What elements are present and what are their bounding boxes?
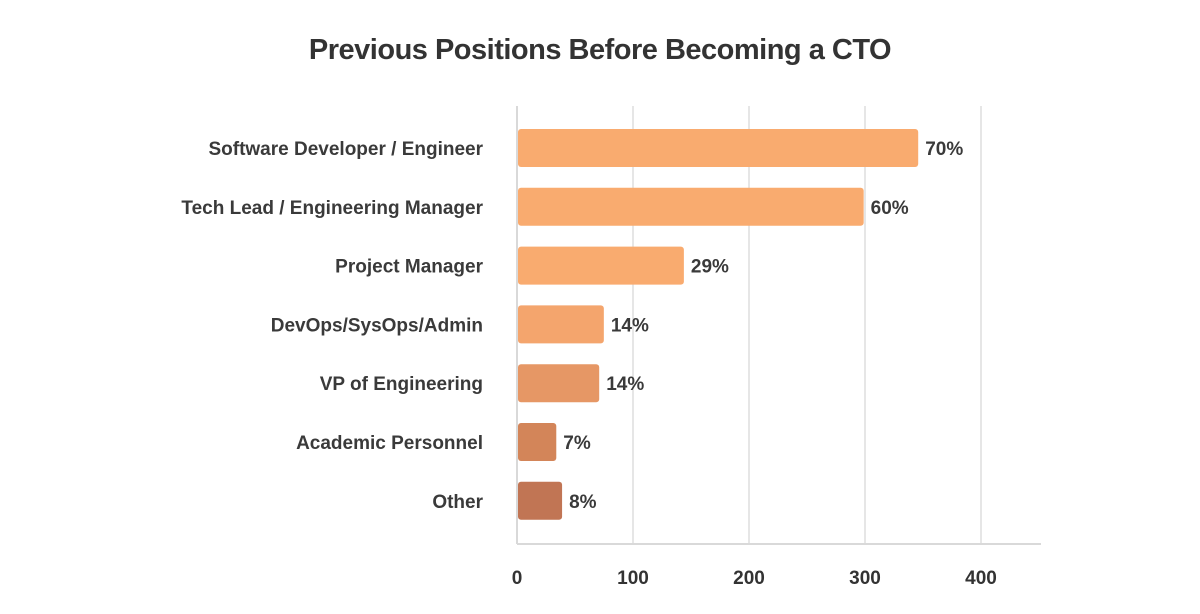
category-label: Project Manager	[335, 257, 483, 278]
category-label: Academic Personnel	[296, 433, 483, 454]
data-label: 14%	[611, 315, 649, 336]
data-label: 7%	[563, 433, 591, 454]
bar	[518, 423, 557, 461]
bar	[518, 481, 563, 520]
category-label: Other	[432, 492, 483, 513]
x-tick-label: 0	[512, 568, 523, 589]
bar	[518, 305, 604, 344]
bar	[518, 246, 684, 285]
data-label: 29%	[691, 257, 729, 278]
category-label: Software Developer / Engineer	[208, 139, 483, 160]
category-label: DevOps/SysOps/Admin	[271, 315, 483, 336]
data-label: 70%	[925, 139, 963, 160]
x-tick-label: 300	[849, 568, 881, 589]
x-tick-label: 400	[965, 568, 997, 589]
data-label: 8%	[569, 492, 597, 513]
bar	[518, 129, 919, 167]
chart-title: Previous Positions Before Becoming a CTO	[308, 34, 892, 66]
bar	[518, 364, 600, 403]
x-tick-label: 100	[617, 568, 649, 589]
data-label: 60%	[871, 198, 909, 219]
bar	[518, 187, 864, 226]
category-label: Tech Lead / Engineering Manager	[181, 198, 483, 219]
category-label: VP of Engineering	[320, 374, 483, 395]
x-tick-label: 200	[733, 568, 765, 589]
data-label: 14%	[606, 374, 644, 395]
